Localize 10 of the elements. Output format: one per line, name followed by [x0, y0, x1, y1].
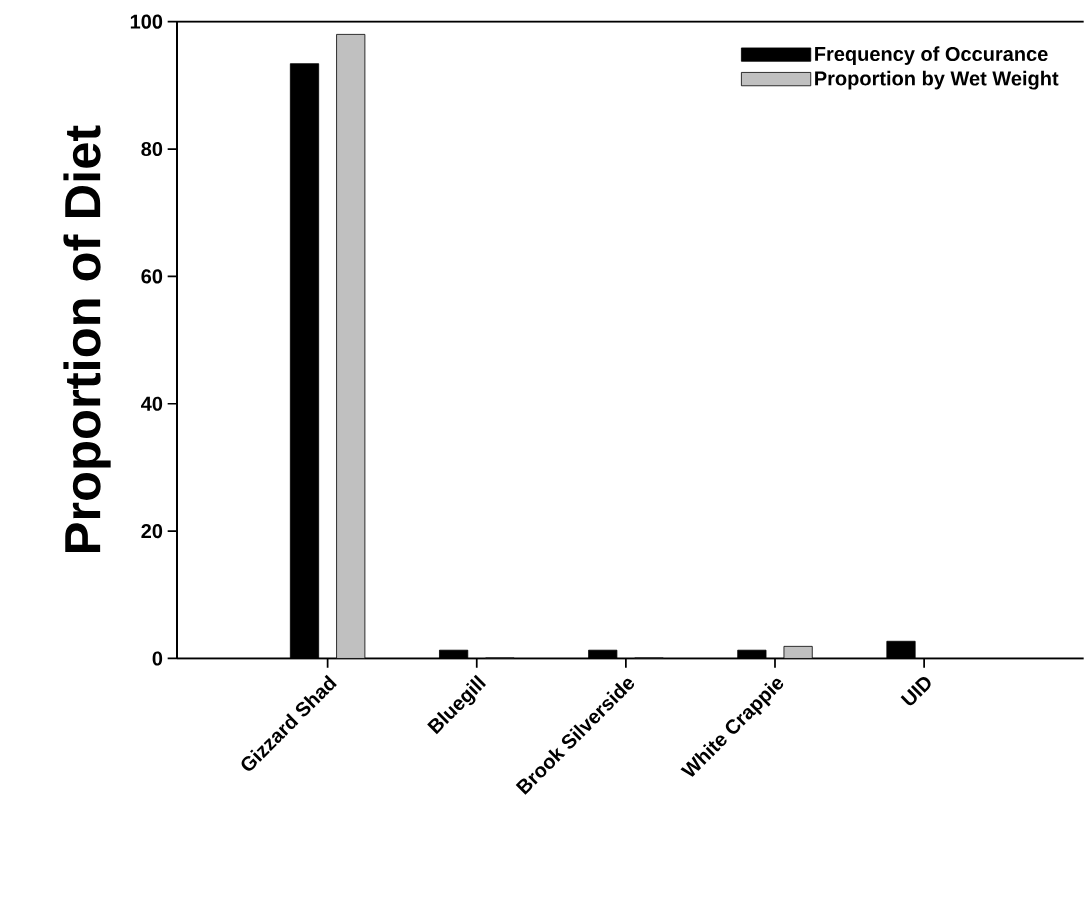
y-tick-label: 40 — [141, 396, 163, 411]
y-tick-label: 20 — [141, 524, 163, 539]
y-tick-label: 80 — [141, 141, 163, 157]
x-tick-label: UID — [900, 677, 931, 706]
y-axis-title: Proportion of Diet — [63, 125, 111, 552]
legend-label: Proportion by Wet Weight — [815, 70, 1059, 90]
y-tick-label: 60 — [141, 269, 163, 284]
legend-label: Frequency of Occurance — [815, 46, 1048, 65]
y-tick-label: 0 — [152, 651, 163, 666]
y-tick-label: 100 — [130, 14, 163, 29]
